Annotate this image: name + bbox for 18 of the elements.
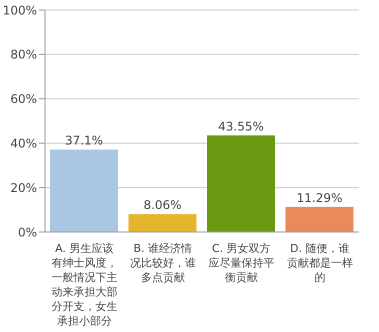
y-tick-label: 20% [10, 180, 37, 195]
bar [207, 135, 275, 232]
data-label: 43.55% [218, 119, 264, 134]
bar [286, 206, 354, 232]
x-tick-label: B. 谁经济情况比较好，谁多点贡献 [130, 242, 196, 284]
data-label: 37.1% [64, 134, 104, 148]
data-label: 8.06% [143, 198, 182, 212]
y-tick-label: 0% [18, 225, 37, 240]
y-tick-label: 100% [2, 3, 37, 18]
y-tick-label: 40% [10, 136, 37, 150]
x-tick-label: A. 男生应该有绅士风度，一般情况下主动来承担大部分开支，女生承担小部分 [51, 242, 118, 328]
x-tick-label: D. 随便，谁贡献都是一样的 [286, 242, 353, 284]
y-tick-label: 60% [10, 92, 37, 106]
bar [50, 150, 118, 232]
x-tick-label: C. 男女双方应尽量保持平衡贡献 [208, 242, 274, 284]
y-tick-label: 80% [10, 48, 37, 62]
bar [128, 214, 196, 232]
data-label: 11.29% [296, 190, 342, 205]
